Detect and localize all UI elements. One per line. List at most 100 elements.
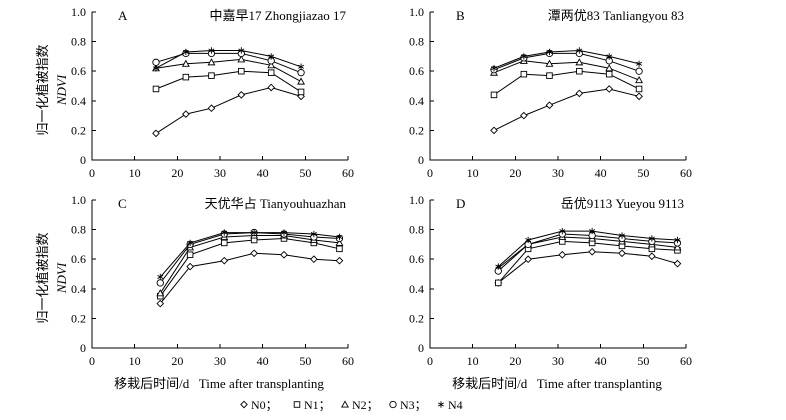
line-a-n4 xyxy=(155,50,302,69)
ylabel-top: 归一化植被指数 NDVI xyxy=(35,44,69,135)
point-d-n4 xyxy=(525,236,532,244)
panel-letter-a: A xyxy=(118,8,128,23)
point-b-n1 xyxy=(576,67,583,75)
point-b-n0 xyxy=(605,85,614,93)
legend-marker-n1 xyxy=(293,401,301,408)
legend-item-n2: N2； xyxy=(341,398,379,412)
series-b-n3 xyxy=(490,49,643,75)
point-b-n4 xyxy=(520,53,527,60)
point-c-n4 xyxy=(310,230,317,238)
point-c-n1 xyxy=(186,251,194,259)
point-a-n2 xyxy=(297,77,306,85)
point-a-n4 xyxy=(238,47,245,54)
point-a-n0 xyxy=(207,104,216,113)
ytick-label-d: 0.2 xyxy=(409,311,424,325)
point-b-n2 xyxy=(575,58,584,66)
point-b-n2 xyxy=(635,75,644,84)
panel-letter-b: B xyxy=(456,8,465,23)
point-c-n0 xyxy=(186,262,194,271)
legend-item-n3: N3； xyxy=(389,398,427,412)
point-d-n4 xyxy=(619,232,625,239)
series-a-n1 xyxy=(152,67,305,96)
series-b-n4 xyxy=(491,47,643,72)
legend-marker-n2 xyxy=(341,400,349,408)
point-c-n4 xyxy=(187,239,194,247)
panel-title-b: 潭两优83 Tanliangyou 83 xyxy=(548,8,684,23)
point-c-n4 xyxy=(221,229,228,236)
series-b-n1 xyxy=(490,67,643,99)
ytick-label-a: 0.8 xyxy=(71,35,86,49)
point-c-n4 xyxy=(336,233,343,241)
ylabel-en-bottom: NDVI xyxy=(54,262,69,294)
point-d-n0 xyxy=(618,249,626,258)
series-d-n1 xyxy=(495,238,681,287)
ytick-label-c: 1.0 xyxy=(71,193,86,207)
point-a-n1 xyxy=(182,73,190,81)
axes-d xyxy=(429,200,686,349)
point-b-n1 xyxy=(635,85,643,93)
point-b-n4 xyxy=(491,65,497,72)
ytick-label-d: 0 xyxy=(418,341,424,355)
point-d-n4 xyxy=(648,235,655,242)
point-c-n2 xyxy=(335,238,344,246)
point-c-n4 xyxy=(281,229,287,236)
panel-letter-d: D xyxy=(456,196,465,211)
point-a-n0 xyxy=(237,91,246,99)
point-a-n1 xyxy=(152,85,160,93)
ytick-label-d: 0.6 xyxy=(409,252,424,266)
legend-item-n4: N4 xyxy=(438,398,463,412)
axes-a xyxy=(91,12,348,161)
ytick-label-c: 0 xyxy=(80,341,86,355)
ylabel-bottom: 归一化植被指数 NDVI xyxy=(35,232,69,323)
xtick-label-d: 10 xyxy=(467,354,479,368)
point-a-n4 xyxy=(268,53,275,60)
point-b-n4 xyxy=(576,47,583,54)
panels: 00.20.40.60.81.00 10 20 30 40 50 60A 中嘉早17 Zhon… xyxy=(71,5,692,368)
xtick-label-b: 50 xyxy=(637,166,649,180)
point-b-n0 xyxy=(575,89,584,98)
series-c-n1 xyxy=(157,235,343,300)
point-b-n4 xyxy=(606,53,613,60)
panel-title-d: 岳优9113 Yueyou 9113 xyxy=(561,196,684,211)
legend-marker-n4 xyxy=(438,401,444,408)
legend-marker-n0 xyxy=(240,400,248,409)
point-b-n1 xyxy=(520,70,528,78)
point-b-n0 xyxy=(520,111,528,120)
series-a-n2 xyxy=(152,55,306,85)
xtick-label-c: 20 xyxy=(171,354,183,368)
xtick-label-d: 60 xyxy=(680,354,692,368)
point-a-n4 xyxy=(182,48,189,56)
line-b-n0 xyxy=(493,88,640,131)
point-d-n2 xyxy=(673,243,682,251)
ytick-label-b: 0.2 xyxy=(409,123,424,137)
point-b-n1 xyxy=(490,91,498,99)
point-a-n3 xyxy=(297,69,305,77)
panel-a: 0 0.2 0.4 0.6 0.8 1.0 0 10 20 30 40 50 60 A 中嘉早17 Zhon… xyxy=(71,5,354,180)
ytick-label-d: 0.4 xyxy=(409,282,424,296)
xtick-label-b: 0 xyxy=(427,166,433,180)
xtick-label-c: 50 xyxy=(299,354,311,368)
ytick-label-b: 0 xyxy=(418,153,424,167)
xtick-label-a: 40 xyxy=(257,166,269,180)
line-b-n1 xyxy=(493,70,640,96)
line-b-n2 xyxy=(493,60,640,81)
line-a-n2 xyxy=(155,58,302,83)
xtick-label-d: 20 xyxy=(509,354,521,368)
xtick-label-d: 50 xyxy=(637,354,649,368)
point-a-n0 xyxy=(182,110,190,118)
xtick-label-b: 20 xyxy=(509,166,521,180)
xtick-label-d: 40 xyxy=(595,354,607,368)
point-d-n1 xyxy=(495,279,502,287)
point-c-n1 xyxy=(221,239,228,247)
legend-item-n1: N1； xyxy=(293,398,331,412)
point-c-n0 xyxy=(310,255,318,264)
xlabel-right: 移栽后时间/d Time after transplanting xyxy=(452,376,662,391)
line-b-n4 xyxy=(493,49,640,69)
point-d-n0 xyxy=(558,250,567,259)
legend-label-n4: N4 xyxy=(448,398,463,412)
ytick-label-c: 0.8 xyxy=(71,223,86,237)
point-b-n4 xyxy=(546,48,553,56)
point-b-n1 xyxy=(546,72,553,79)
point-d-n0 xyxy=(524,255,532,264)
point-a-n1 xyxy=(238,67,245,75)
